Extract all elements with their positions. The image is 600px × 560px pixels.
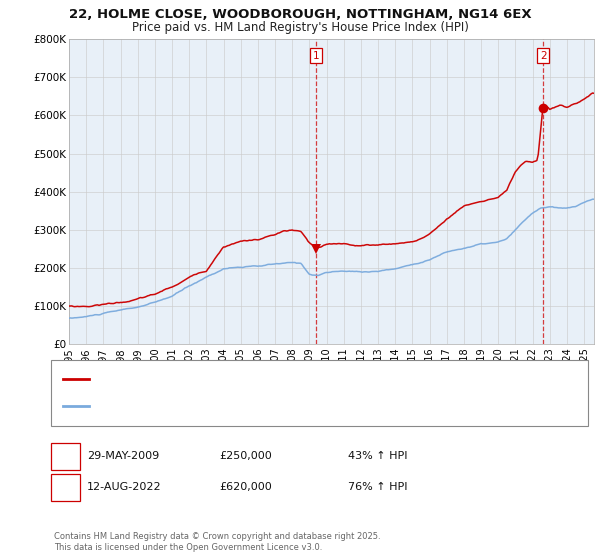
Text: 22, HOLME CLOSE, WOODBOROUGH, NOTTINGHAM, NG14 6EX (detached house): 22, HOLME CLOSE, WOODBOROUGH, NOTTINGHAM… <box>93 374 515 384</box>
Text: 12-AUG-2022: 12-AUG-2022 <box>87 482 161 492</box>
Text: 1: 1 <box>62 451 69 461</box>
Text: 76% ↑ HPI: 76% ↑ HPI <box>348 482 407 492</box>
Text: Price paid vs. HM Land Registry's House Price Index (HPI): Price paid vs. HM Land Registry's House … <box>131 21 469 34</box>
Text: 43% ↑ HPI: 43% ↑ HPI <box>348 451 407 461</box>
Text: HPI: Average price, detached house, Gedling: HPI: Average price, detached house, Gedl… <box>93 401 326 411</box>
Text: 2: 2 <box>540 51 547 61</box>
Text: £620,000: £620,000 <box>219 482 272 492</box>
Text: 29-MAY-2009: 29-MAY-2009 <box>87 451 159 461</box>
Text: 1: 1 <box>313 51 320 61</box>
Text: 2: 2 <box>62 482 69 492</box>
Text: £250,000: £250,000 <box>219 451 272 461</box>
Text: Contains HM Land Registry data © Crown copyright and database right 2025.
This d: Contains HM Land Registry data © Crown c… <box>54 532 380 552</box>
Text: 22, HOLME CLOSE, WOODBOROUGH, NOTTINGHAM, NG14 6EX: 22, HOLME CLOSE, WOODBOROUGH, NOTTINGHAM… <box>68 8 532 21</box>
